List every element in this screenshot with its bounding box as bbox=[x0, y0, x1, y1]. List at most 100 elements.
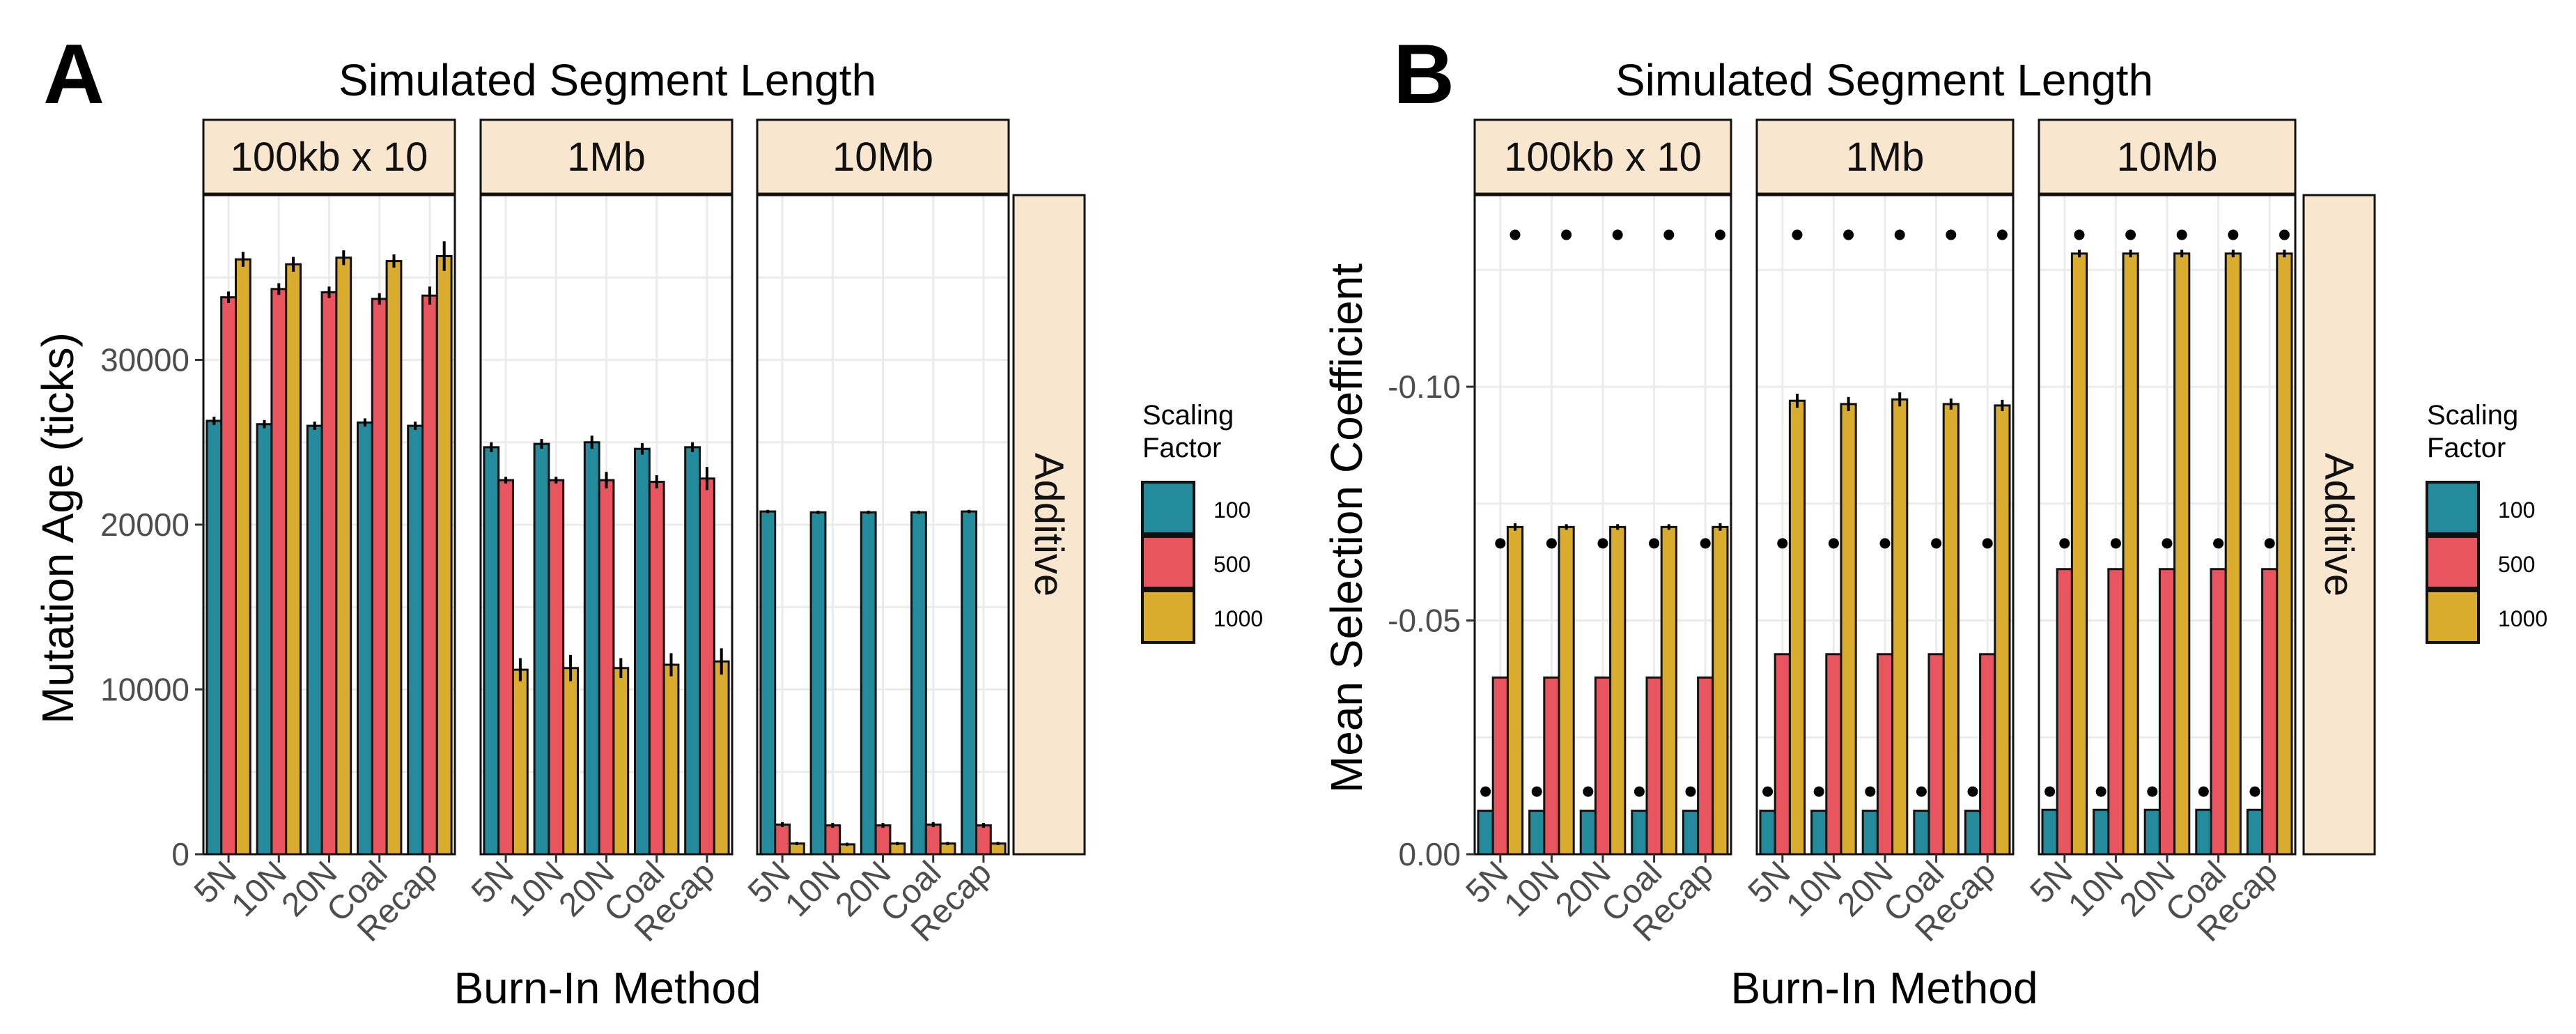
panel-a-facet-strip-label: 100kb x 10 bbox=[231, 134, 428, 180]
panel-a-bar-1mb-coal-sf1000 bbox=[662, 663, 680, 856]
panel-a-bar-100kb-x-10-recap-sf1000 bbox=[435, 255, 453, 856]
panel-b-facet-strip-label: 100kb x 10 bbox=[1504, 134, 1702, 180]
panel-b-title: Simulated Segment Length bbox=[1615, 55, 2153, 105]
panel-a-bar-1mb-20n-sf100 bbox=[583, 441, 600, 856]
panel-b: B Simulated Segment Length 100kb x 105N1… bbox=[1321, 26, 2547, 1013]
panel-b-bar-10mb-recap-sf1000 bbox=[2276, 252, 2293, 856]
panel-b-bar-1mb-recap-sf1000 bbox=[1994, 404, 2011, 856]
panel-a-bar-10mb-10n-sf500 bbox=[824, 824, 841, 856]
panel-a-bar-100kb-x-10-5n-sf1000 bbox=[234, 258, 251, 856]
panel-b-bar-10mb-20n-sf500 bbox=[2158, 568, 2176, 856]
panel-b-legend-title-line-1: Scaling bbox=[2427, 400, 2518, 431]
panel-b-dot bbox=[1996, 229, 2008, 240]
panel-a-bar-10mb-recap-sf500 bbox=[975, 824, 992, 856]
panel-b-row-strip-label: Additive bbox=[2316, 453, 2361, 596]
panel-b-dot bbox=[2249, 786, 2260, 797]
panel-a-y-tick-label: 20000 bbox=[100, 507, 189, 543]
panel-b-dot bbox=[2176, 229, 2187, 240]
panel-a-legend-swatch-500 bbox=[1141, 535, 1195, 589]
panel-b-bar-1mb-5n-sf500 bbox=[1774, 653, 1791, 856]
panel-b-bar-1mb-coal-sf1000 bbox=[1942, 403, 1960, 856]
panel-a-y-axis: 0 10000 20000 30000 bbox=[100, 342, 203, 872]
panel-a-legend-label-100: 100 bbox=[1213, 497, 1250, 523]
panel-a-bar-10mb-5n-sf500 bbox=[774, 823, 791, 856]
panel-a-legend-swatch-100 bbox=[1141, 481, 1195, 535]
panel-b-dot bbox=[1546, 538, 1557, 549]
panel-b-bar-100kb-x-10-10n-sf500 bbox=[1543, 676, 1560, 856]
panel-b-dot bbox=[1495, 538, 1506, 549]
panel-b-dot bbox=[1792, 229, 1803, 240]
panel-a-plot-area: 100kb x 105N10N20NCoalRecap1Mb5N10N20NCo… bbox=[100, 118, 1086, 949]
panel-b-dot bbox=[2147, 786, 2158, 797]
panel-b-bar-1mb-coal-sf500 bbox=[1927, 653, 1945, 856]
panel-b-legend-swatch-1000 bbox=[2426, 589, 2480, 644]
panel-b-bar-1mb-10n-sf1000 bbox=[1840, 403, 1857, 856]
panel-b-facet-strip-label: 10Mb bbox=[2116, 134, 2217, 180]
panel-b-bar-10mb-coal-sf100 bbox=[2195, 808, 2212, 856]
panel-b-dot bbox=[1480, 786, 1491, 797]
panel-b-y-tick-label: -0.05 bbox=[1388, 603, 1461, 639]
panel-b-bar-10mb-coal-sf500 bbox=[2210, 568, 2227, 856]
panel-b-bar-10mb-recap-sf500 bbox=[2261, 568, 2279, 856]
panel-b-dot bbox=[1762, 786, 1774, 797]
panel-b-dot bbox=[1879, 538, 1891, 549]
panel-b-dot bbox=[1583, 786, 1594, 797]
panel-a-bar-100kb-x-10-20n-sf1000 bbox=[335, 256, 352, 856]
panel-a-y-tick-label: 30000 bbox=[100, 342, 189, 378]
panel-a-bar-1mb-10n-sf1000 bbox=[562, 667, 579, 856]
panel-a-bar-100kb-x-10-recap-sf100 bbox=[407, 424, 424, 856]
panel-a-bar-100kb-x-10-5n-sf500 bbox=[220, 296, 237, 856]
panel-b-legend-label-1000: 1000 bbox=[2498, 606, 2547, 631]
panel-b-bar-1mb-20n-sf100 bbox=[1861, 810, 1879, 856]
panel-b-bar-1mb-10n-sf100 bbox=[1810, 810, 1828, 856]
panel-b-bar-10mb-5n-sf100 bbox=[2041, 808, 2058, 856]
panel-a-bar-1mb-coal-sf100 bbox=[634, 447, 651, 856]
panel-b-dot bbox=[2095, 786, 2106, 797]
panel-b-dot bbox=[2162, 538, 2173, 549]
panel-a-bar-10mb-20n-sf500 bbox=[874, 824, 892, 856]
panel-b-dot bbox=[1531, 786, 1542, 797]
panel-b-y-axis-label: Mean Selection Coefficient bbox=[1321, 263, 1372, 793]
panel-b-bar-1mb-5n-sf100 bbox=[1759, 810, 1776, 856]
panel-a-bar-1mb-coal-sf500 bbox=[648, 481, 665, 856]
panel-b-bar-100kb-x-10-coal-sf500 bbox=[1645, 676, 1663, 856]
panel-a-bar-100kb-x-10-coal-sf1000 bbox=[385, 260, 403, 856]
panel-b-bar-10mb-10n-sf500 bbox=[2107, 568, 2125, 856]
panel-b-legend-label-100: 100 bbox=[2498, 497, 2535, 523]
panel-a-bar-100kb-x-10-10n-sf100 bbox=[256, 423, 273, 856]
panel-b-bar-1mb-10n-sf500 bbox=[1825, 653, 1842, 856]
panel-a-facet-strip bbox=[202, 118, 456, 195]
panel-a-legend-label-500: 500 bbox=[1213, 552, 1250, 577]
panel-b-legend-label-500: 500 bbox=[2498, 552, 2535, 577]
panel-b-dot bbox=[1946, 229, 1957, 240]
panel-b-y-tick-label: -0.10 bbox=[1388, 369, 1461, 405]
panel-a-row-strip-box bbox=[1012, 194, 1086, 856]
panel-a-bar-1mb-20n-sf1000 bbox=[612, 667, 630, 856]
panel-b-dot bbox=[1649, 538, 1660, 549]
panel-b-dot bbox=[2044, 786, 2056, 797]
panel-b-bar-100kb-x-10-10n-sf1000 bbox=[1558, 525, 1575, 856]
panel-b-bar-100kb-x-10-5n-sf1000 bbox=[1506, 525, 1524, 856]
panel-b-bar-100kb-x-10-coal-sf100 bbox=[1631, 810, 1648, 856]
panel-b-plot-area: 100kb x 105N10N20NCoalRecap1Mb5N10N20NCo… bbox=[1388, 118, 2376, 949]
panel-a-bar-10mb-coal-sf500 bbox=[924, 823, 942, 856]
panel-a-legend-swatch-1000 bbox=[1141, 589, 1195, 644]
panel-b-bar-100kb-x-10-20n-sf1000 bbox=[1609, 525, 1627, 856]
panel-b-bar-100kb-x-10-recap-sf1000 bbox=[1712, 525, 1729, 856]
panel-b-dot bbox=[1813, 786, 1824, 797]
panel-b-dot bbox=[1894, 229, 1905, 240]
panel-a-bar-1mb-recap-sf500 bbox=[699, 477, 715, 856]
panel-b-dot bbox=[1931, 538, 1942, 549]
panel-b-dot bbox=[2228, 229, 2239, 240]
panel-a-facet-strip-label: 10Mb bbox=[832, 134, 933, 180]
panel-b-bar-100kb-x-10-recap-sf500 bbox=[1697, 676, 1714, 856]
panel-b-dot bbox=[1916, 786, 1927, 797]
panel-a-bar-100kb-x-10-coal-sf100 bbox=[357, 421, 373, 856]
panel-b-dot bbox=[1982, 538, 1993, 549]
panel-b-dot bbox=[1828, 538, 1839, 549]
panel-a-legend-title-line-1: Scaling bbox=[1142, 400, 1234, 431]
